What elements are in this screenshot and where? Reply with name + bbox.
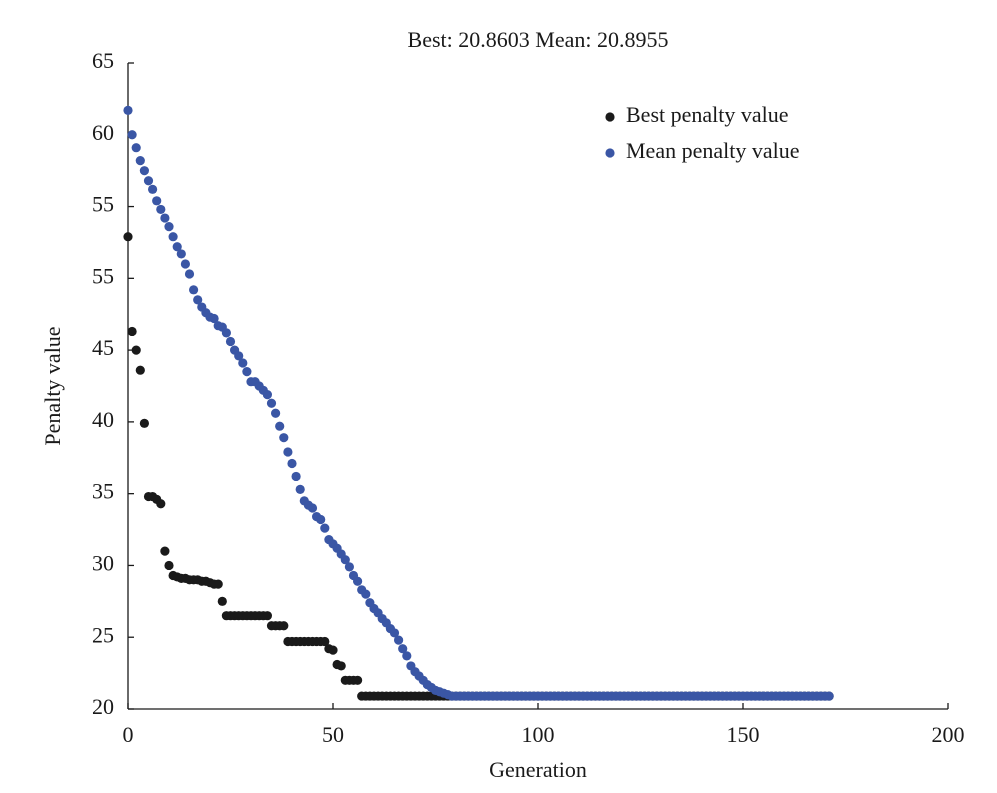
point [156, 204, 166, 215]
point [143, 176, 154, 186]
point [127, 326, 137, 337]
x-tick-label: 100 [522, 722, 555, 747]
legend-label: Mean penalty value [626, 138, 800, 163]
point [353, 576, 363, 586]
point [225, 336, 236, 347]
point [307, 503, 318, 513]
point [189, 285, 199, 295]
point [135, 156, 145, 166]
point [320, 523, 330, 533]
point [824, 691, 834, 701]
point [193, 295, 203, 305]
y-tick-label: 55 [92, 192, 114, 217]
y-tick-label: 20 [92, 694, 114, 719]
x-tick-label: 0 [123, 722, 134, 747]
point [131, 143, 141, 153]
point [184, 269, 195, 279]
point [152, 196, 162, 206]
point [344, 562, 354, 572]
point [176, 249, 186, 259]
chart-title: Best: 20.8603 Mean: 20.8955 [408, 27, 669, 52]
y-tick-label: 25 [92, 622, 114, 647]
point [320, 636, 330, 647]
point [172, 242, 182, 252]
point [271, 408, 281, 418]
point [262, 611, 272, 621]
legend-marker [605, 112, 615, 122]
x-tick-label: 150 [727, 722, 760, 747]
x-axis-label: Generation [489, 757, 587, 782]
point [287, 458, 297, 469]
y-tick-label: 40 [92, 407, 114, 432]
point [221, 328, 231, 338]
point [135, 365, 145, 375]
point [131, 345, 141, 355]
point [234, 351, 244, 361]
point [389, 628, 400, 638]
point [156, 499, 166, 509]
point [213, 579, 223, 589]
point [217, 596, 227, 606]
point [283, 447, 293, 457]
point [242, 367, 252, 377]
point [180, 259, 190, 269]
point [361, 589, 371, 599]
y-tick-label: 45 [92, 335, 114, 360]
point [291, 471, 301, 482]
point [164, 222, 174, 232]
point [328, 645, 338, 655]
y-tick-label: 35 [92, 479, 114, 504]
point [353, 675, 363, 685]
y-tick-label: 30 [92, 550, 114, 575]
point [168, 232, 178, 242]
point [164, 560, 174, 571]
point [160, 213, 170, 223]
point [316, 514, 326, 525]
legend-marker [605, 148, 615, 158]
point [340, 555, 350, 565]
point [127, 130, 137, 140]
point [394, 635, 404, 645]
point [266, 398, 277, 408]
point [295, 484, 305, 494]
x-tick-label: 200 [932, 722, 965, 747]
point [160, 546, 170, 556]
point [139, 418, 149, 428]
point [275, 421, 285, 431]
point [279, 621, 289, 631]
point [238, 358, 248, 368]
point [398, 644, 408, 654]
point [336, 661, 346, 671]
point [209, 313, 219, 324]
point [123, 105, 133, 115]
point [148, 184, 158, 194]
y-tick-label: 60 [92, 120, 114, 145]
y-axis-label: Penalty value [40, 326, 65, 445]
point [262, 390, 272, 400]
point [139, 166, 149, 176]
point [402, 651, 412, 661]
x-tick-label: 50 [322, 722, 344, 747]
legend-label: Best penalty value [626, 102, 789, 127]
y-tick-label: 55 [92, 263, 114, 288]
point [123, 232, 133, 242]
y-tick-label: 65 [92, 48, 114, 73]
point [279, 433, 289, 443]
